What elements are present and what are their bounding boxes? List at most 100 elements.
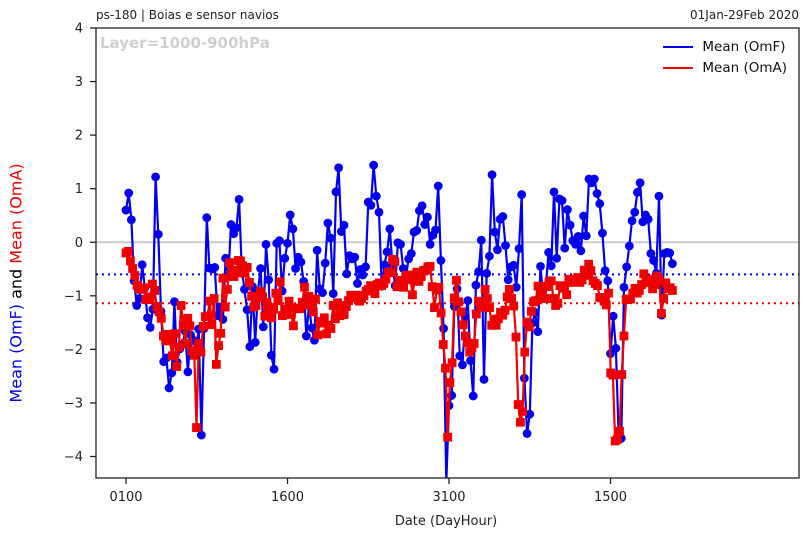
omf-point-196 [649,256,658,265]
oma-point-140 [430,303,439,312]
y-tick-label-4: 4 [75,22,83,37]
omf-point-141 [501,241,510,250]
oma-point-183 [524,322,534,332]
oma-point-242 [654,275,664,285]
oma-point-173 [502,292,512,302]
oma-point-225 [617,370,627,379]
omf-point-74 [320,258,330,268]
oma-point-112 [368,281,378,291]
oma-point-79 [295,304,305,314]
omf-point-4 [132,301,142,310]
chart-title-layer: Layer=1000-900hPa [100,34,270,52]
oma-point-196 [553,298,563,308]
omf-point-42 [234,195,244,204]
oma-point-221 [608,370,618,380]
oma-point-57 [247,291,256,301]
oma-point-194 [549,294,558,303]
oma-point-99 [339,310,349,319]
oma-point-27 [181,339,190,348]
oma-point-138 [425,261,435,271]
omf-point-182 [611,343,621,353]
omf-point-124 [455,351,465,361]
oma-point-145 [441,363,450,373]
x-tick-label-0100: 0100 [109,490,142,505]
oma-point-163 [480,284,490,294]
omf-point-12 [153,229,163,239]
oma-point-11 [145,294,155,303]
omf-point-36 [218,314,228,324]
oma-point-44 [218,273,228,283]
omf-point-52 [261,239,271,249]
omf-point-169 [576,246,586,256]
oma-point-89 [317,318,327,328]
omf-point-30 [202,213,212,223]
oma-point-207 [577,275,587,285]
omf-point-77 [328,289,338,299]
legend-label-oma: Mean (OmA) [702,59,787,76]
omf-point-191 [635,178,645,188]
oma-point-184 [526,306,536,316]
oma-point-31 [189,350,199,360]
oma-point-52 [236,256,245,266]
omf-point-44 [240,284,249,294]
oma-point-12 [148,279,157,289]
omf-point-176 [595,199,605,209]
oma-point-126 [399,282,409,292]
omf-point-33 [210,263,220,272]
omf-point-55 [269,364,279,374]
omf-point-117 [436,256,446,265]
omf-point-162 [557,196,567,205]
oma-point-133 [414,276,424,286]
oma-point-22 [170,329,179,339]
oma-point-93 [326,324,336,333]
omf-point-88 [358,270,368,280]
plot-frame [95,27,800,479]
oma-point-151 [454,297,464,307]
oma-point-219 [604,288,613,298]
oma-point-205 [573,273,583,283]
oma-point-70 [275,277,285,287]
omf-point-145 [511,282,521,292]
oma-point-50 [231,268,241,278]
omf-point-71 [312,245,322,255]
omf-point-59 [280,253,290,263]
oma-point-83 [304,291,314,301]
oma-point-152 [456,307,466,317]
oma-point-182 [522,317,532,327]
oma-point-39 [207,320,217,330]
omf-point-85 [350,252,360,262]
oma-point-230 [628,288,638,298]
y-axis-label: Mean (OmF) and Mean (OmA) [7,163,26,402]
omf-point-16 [164,383,174,393]
omf-point-167 [571,239,580,249]
omf-point-186 [622,262,632,272]
oma-point-84 [306,298,316,308]
oma-point-47 [225,258,234,268]
y-tick-label--3: −3 [64,396,83,411]
omf-point-108 [412,226,422,235]
oma-point-29 [185,321,195,331]
oma-point-181 [520,347,530,357]
omf-point-103 [398,264,408,273]
oma-point-55 [242,263,252,272]
oma-point-26 [178,320,188,330]
oma-point-118 [381,274,391,284]
omf-point-129 [468,391,478,401]
y-tick-label-0: 0 [75,236,83,251]
oma-point-40 [209,294,219,303]
oma-point-43 [216,328,226,338]
omf-point-188 [627,216,637,226]
oma-point-131 [410,276,420,286]
oma-point-243 [656,309,666,318]
header-left-title: ps-180 | Boias e sensor navios [96,8,279,22]
omf-point-18 [170,297,179,307]
y-axis-label-oma: Mean (OmA) [6,163,26,264]
oma-point-41 [211,359,221,369]
oma-point-167 [489,314,499,324]
omf-point-153 [533,327,543,337]
oma-point-46 [222,284,232,294]
oma-point-120 [385,268,395,278]
oma-point-177 [511,332,521,342]
oma-point-134 [416,272,426,281]
